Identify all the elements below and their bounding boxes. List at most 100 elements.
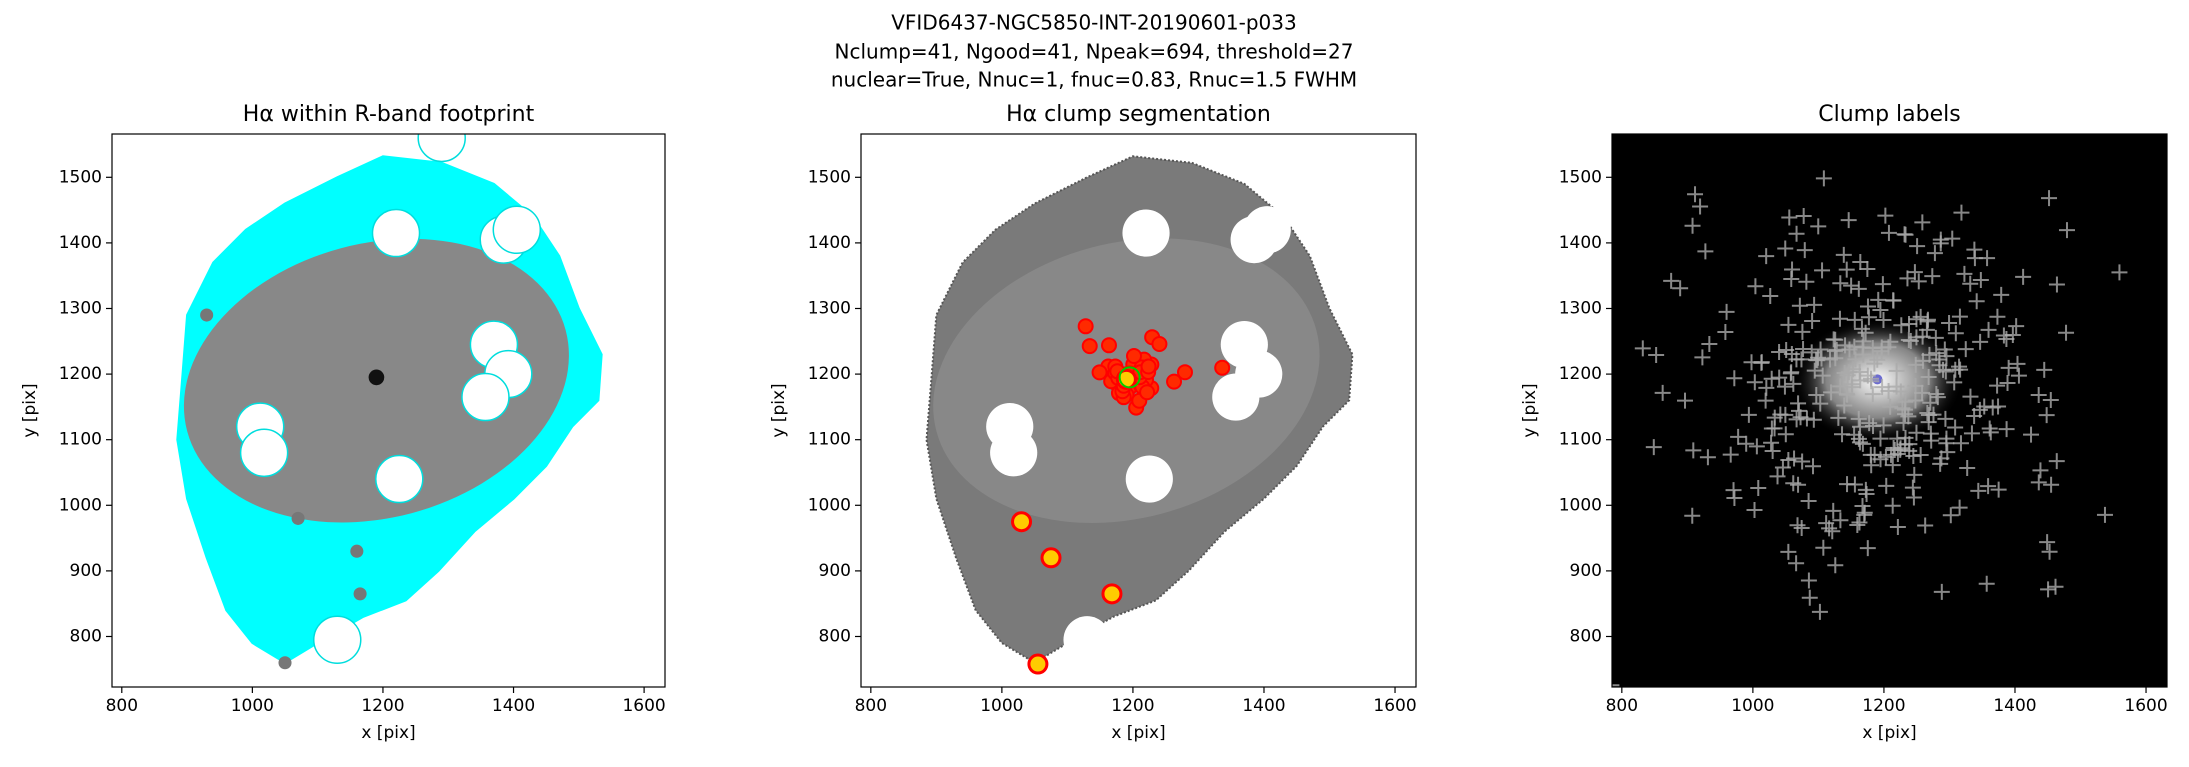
label-marker bbox=[1990, 398, 2007, 415]
label-marker bbox=[1814, 262, 1831, 279]
label-marker bbox=[1947, 419, 1964, 436]
label-marker bbox=[2058, 222, 2075, 239]
label-marker bbox=[1908, 424, 1925, 441]
label-marker bbox=[1907, 377, 1924, 394]
label-marker bbox=[1805, 458, 1822, 475]
label-marker bbox=[1805, 411, 1822, 428]
clump bbox=[1166, 373, 1183, 390]
label-marker bbox=[1788, 225, 1805, 242]
y-axis-label: y [pix] bbox=[769, 383, 789, 437]
label-marker bbox=[1766, 409, 1783, 426]
label-marker bbox=[1904, 479, 1921, 496]
label-marker bbox=[1901, 315, 1917, 332]
y-tick-label: 1300 bbox=[59, 298, 102, 318]
label-marker bbox=[1837, 337, 1854, 354]
label-marker bbox=[1684, 507, 1701, 524]
label-marker bbox=[1929, 389, 1946, 406]
label-marker bbox=[1810, 349, 1827, 366]
label-marker bbox=[1998, 331, 2015, 347]
label-marker bbox=[2111, 264, 2128, 281]
label-marker bbox=[1796, 242, 1813, 259]
x-tick-label: 1000 bbox=[980, 696, 1023, 716]
label-marker bbox=[1810, 218, 1827, 235]
clump bbox=[1176, 364, 1193, 381]
label-marker bbox=[1793, 520, 1810, 537]
clump bbox=[1125, 347, 1142, 364]
label-marker bbox=[1942, 507, 1959, 524]
label-marker bbox=[1815, 170, 1832, 187]
label-marker bbox=[1970, 482, 1987, 499]
label-marker bbox=[1924, 268, 1941, 285]
label-marker bbox=[1980, 321, 1997, 338]
label-marker bbox=[1922, 425, 1939, 442]
label-marker bbox=[1907, 392, 1924, 409]
label-marker bbox=[1865, 418, 1882, 435]
label-marker bbox=[1875, 311, 1892, 328]
y-tick-label: 1000 bbox=[59, 495, 102, 515]
label-marker bbox=[1815, 539, 1832, 556]
y-tick-label: 1500 bbox=[59, 167, 102, 187]
label-marker bbox=[1869, 351, 1886, 368]
mask bbox=[417, 134, 466, 163]
image-area bbox=[861, 134, 1416, 687]
label-marker bbox=[1951, 308, 1968, 325]
x-tick-label: 1400 bbox=[1242, 696, 1285, 716]
clump bbox=[1011, 511, 1033, 533]
label-marker bbox=[1888, 362, 1905, 379]
y-tick-label: 1200 bbox=[1559, 364, 1602, 384]
x-tick-label: 1000 bbox=[1731, 696, 1774, 716]
label-marker bbox=[1823, 384, 1840, 401]
label-marker bbox=[1859, 261, 1876, 278]
label-marker bbox=[1776, 378, 1793, 395]
label-marker bbox=[1895, 414, 1912, 431]
label-marker bbox=[1612, 677, 1620, 687]
label-marker bbox=[1847, 725, 1863, 741]
label-marker bbox=[1836, 365, 1853, 382]
label-marker bbox=[2008, 318, 2025, 335]
label-marker bbox=[1893, 317, 1910, 334]
label-marker bbox=[1928, 345, 1945, 362]
label-marker bbox=[2000, 359, 2017, 376]
label-marker bbox=[1917, 517, 1934, 534]
label-marker bbox=[1788, 555, 1805, 572]
label-marker bbox=[1699, 449, 1716, 466]
mask bbox=[1212, 373, 1260, 421]
mask bbox=[492, 205, 542, 255]
label-marker bbox=[2047, 578, 2064, 595]
label-marker bbox=[2096, 506, 2113, 523]
label-marker bbox=[2048, 276, 2065, 293]
label-marker bbox=[2179, 394, 2189, 410]
label-marker bbox=[1959, 459, 1976, 476]
label-marker bbox=[1912, 308, 1929, 325]
label-marker bbox=[1946, 374, 1963, 391]
label-marker bbox=[1677, 392, 1693, 409]
x-tick-label: 1600 bbox=[622, 696, 665, 716]
label-marker bbox=[1976, 398, 1993, 415]
y-tick-label: 1000 bbox=[808, 495, 851, 515]
y-tick-label: 1400 bbox=[1559, 233, 1602, 253]
x-tick-label: 1600 bbox=[2124, 696, 2167, 716]
label-marker bbox=[1838, 261, 1855, 278]
label-marker bbox=[1859, 540, 1876, 557]
y-tick-label: 800 bbox=[819, 626, 851, 646]
label-marker bbox=[1449, 586, 1465, 602]
label-marker bbox=[1748, 438, 1765, 455]
label-marker bbox=[1931, 357, 1948, 374]
label-marker bbox=[1933, 583, 1950, 600]
label-marker bbox=[2048, 453, 2065, 470]
label-marker bbox=[1914, 214, 1931, 231]
label-marker bbox=[2030, 474, 2047, 491]
label-marker bbox=[1794, 453, 1811, 470]
label-marker bbox=[1846, 476, 1863, 493]
mask bbox=[1125, 455, 1173, 503]
label-marker bbox=[1697, 243, 1714, 260]
label-marker bbox=[1899, 270, 1916, 287]
suptitle: Nclump=41, Ngood=41, Npeak=694, threshol… bbox=[835, 40, 1354, 64]
label-marker bbox=[1877, 207, 1894, 224]
label-marker bbox=[2041, 190, 2058, 207]
suptitle: VFID6437-NGC5850-INT-20190601-p033 bbox=[891, 11, 1296, 35]
y-tick-label: 1200 bbox=[59, 364, 102, 384]
label-marker bbox=[1905, 489, 1922, 506]
label-marker bbox=[1648, 346, 1665, 363]
label-marker bbox=[1909, 238, 1926, 255]
